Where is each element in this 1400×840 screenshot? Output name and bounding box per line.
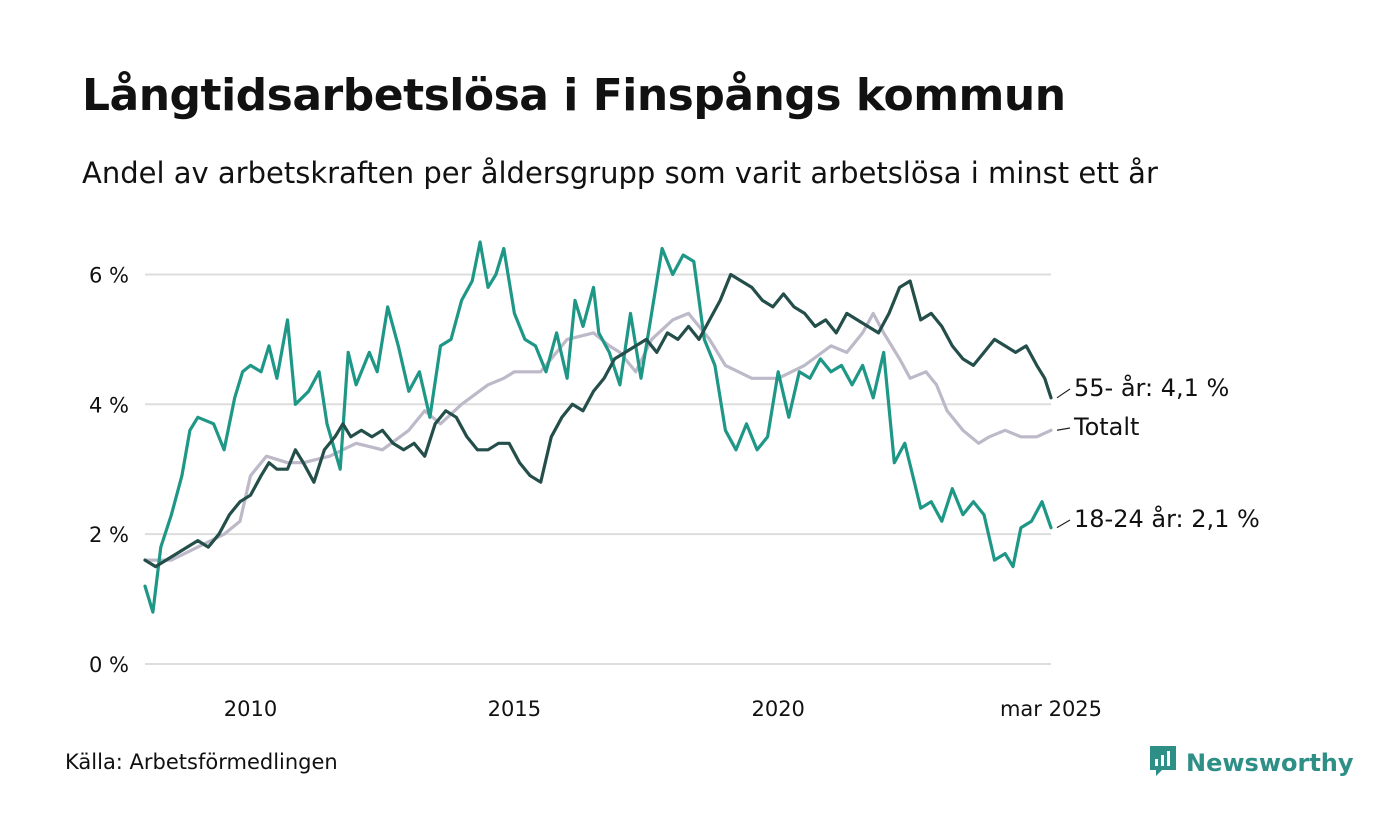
brand-logo[interactable]: Newsworthy <box>1148 744 1354 782</box>
x-tick-label: 2010 <box>224 697 277 721</box>
end-label-connector <box>1056 388 1071 399</box>
x-tick-label: 2015 <box>488 697 541 721</box>
series-end-label: 18-24 år: 2,1 % <box>1074 504 1260 533</box>
chart-subtitle: Andel av arbetskraften per åldersgrupp s… <box>82 156 1158 190</box>
y-tick-label: 0 % <box>89 653 129 677</box>
gridlines <box>145 273 1051 665</box>
y-axis-tick-labels: 0 % 2 % 4 % 6 % <box>89 263 129 677</box>
x-tick-label: mar 2025 <box>1000 697 1102 721</box>
y-tick-label: 6 % <box>89 263 129 287</box>
series-end-label: Totalt <box>1073 413 1139 441</box>
y-tick-label: 4 % <box>89 393 129 417</box>
series-end-labels: Totalt 18-24 år: 2,1 % 55- år: 4,1 % <box>1056 373 1260 533</box>
series-line-age-18-24 <box>143 240 1053 614</box>
brand-name: Newsworthy <box>1186 749 1354 777</box>
series-line-age-55 <box>143 272 1053 569</box>
y-tick-label: 2 % <box>89 523 129 547</box>
series-end-label: 55- år: 4,1 % <box>1074 373 1229 402</box>
end-label-connector <box>1056 519 1071 529</box>
x-tick-label: 2020 <box>751 697 804 721</box>
end-label-connector <box>1056 427 1071 431</box>
chart-title: Långtidsarbetslösa i Finspångs kommun <box>82 70 1066 121</box>
x-axis-tick-labels: 2010 2015 2020 mar 2025 <box>224 697 1102 721</box>
newsworthy-logo-icon <box>1148 744 1178 782</box>
series-lines <box>143 240 1053 614</box>
source-note: Källa: Arbetsförmedlingen <box>65 750 338 774</box>
